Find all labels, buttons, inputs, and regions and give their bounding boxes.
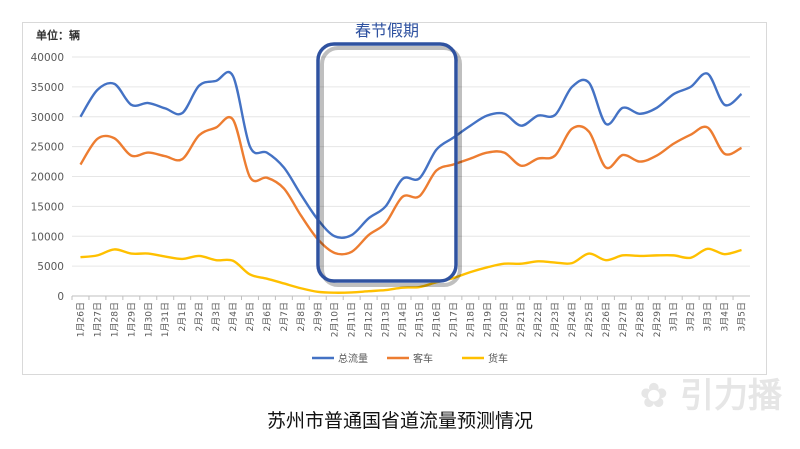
x-tick-label: 3月3日 <box>703 302 714 331</box>
legend-label: 客车 <box>413 352 433 365</box>
legend-label: 货车 <box>488 352 508 365</box>
holiday-annotation: 春节假期 <box>355 21 419 40</box>
chart-title: 苏州市普通国省道流量预测情况 <box>266 410 533 432</box>
y-tick-label: 30000 <box>31 112 64 124</box>
x-tick-label: 2月7日 <box>279 302 290 331</box>
y-tick-label: 20000 <box>31 172 64 184</box>
y-tick-label: 35000 <box>31 82 64 94</box>
x-tick-label: 2月12日 <box>364 302 375 337</box>
x-tick-label: 2月27日 <box>618 302 629 337</box>
x-tick-label: 2月3日 <box>211 302 222 331</box>
x-tick-label: 1月26日 <box>75 302 86 337</box>
holiday-highlight-box <box>316 42 458 283</box>
x-tick-label: 1月31日 <box>160 302 171 337</box>
y-tick-label: 15000 <box>31 201 64 213</box>
x-tick-label: 2月19日 <box>482 302 493 337</box>
x-tick-label: 2月6日 <box>262 302 273 331</box>
x-tick-label: 2月5日 <box>245 302 256 331</box>
x-tick-label: 3月1日 <box>669 302 680 331</box>
x-tick-label: 2月26日 <box>601 302 612 337</box>
y-tick-label: 40000 <box>31 52 64 64</box>
x-tick-label: 3月2日 <box>686 302 697 331</box>
highlight-box-shadow <box>320 46 462 287</box>
unit-label: 单位：辆 <box>36 29 80 42</box>
y-tick-label: 5000 <box>37 261 64 273</box>
x-tick-label: 1月28日 <box>109 302 120 337</box>
watermark-logo: ✿ 引力播 <box>639 376 782 416</box>
x-tick-label: 2月11日 <box>347 302 358 337</box>
x-tick-label: 2月15日 <box>414 302 425 337</box>
x-tick-label: 2月1日 <box>177 302 188 331</box>
y-tick-label: 0 <box>57 291 64 303</box>
x-tick-label: 3月4日 <box>720 302 731 331</box>
y-tick-label: 25000 <box>31 142 64 154</box>
x-tick-label: 2月25日 <box>584 302 595 337</box>
x-tick-label: 2月10日 <box>330 302 341 337</box>
x-tick-label: 2月17日 <box>448 302 459 337</box>
x-tick-label: 2月8日 <box>296 302 307 331</box>
x-tick-label: 3月5日 <box>737 302 748 331</box>
x-tick-label: 1月27日 <box>92 302 103 337</box>
x-tick-label: 1月30日 <box>143 302 154 337</box>
x-tick-label: 2月28日 <box>635 302 646 337</box>
x-tick-label: 2月16日 <box>431 302 442 337</box>
series-line-货车 <box>80 247 742 294</box>
series-line-客车 <box>79 115 743 256</box>
x-tick-label: 2月13日 <box>381 302 392 337</box>
x-tick-label: 2月23日 <box>550 302 561 337</box>
x-tick-label: 2月20日 <box>499 302 510 337</box>
x-tick-label: 2月22日 <box>533 302 544 337</box>
y-tick-label: 10000 <box>31 231 64 243</box>
series-line-总流量 <box>79 70 743 239</box>
x-tick-label: 2月9日 <box>313 302 324 331</box>
legend-label: 总流量 <box>338 352 368 365</box>
x-tick-label: 2月29日 <box>652 302 663 337</box>
chart-frame <box>22 22 767 375</box>
x-tick-label: 2月24日 <box>567 302 578 337</box>
x-tick-label: 1月29日 <box>126 302 137 337</box>
x-tick-label: 2月18日 <box>465 302 476 337</box>
x-tick-label: 2月4日 <box>228 302 239 331</box>
x-tick-label: 2月14日 <box>398 302 409 337</box>
x-tick-label: 2月2日 <box>194 302 205 331</box>
x-tick-label: 2月21日 <box>516 302 527 337</box>
